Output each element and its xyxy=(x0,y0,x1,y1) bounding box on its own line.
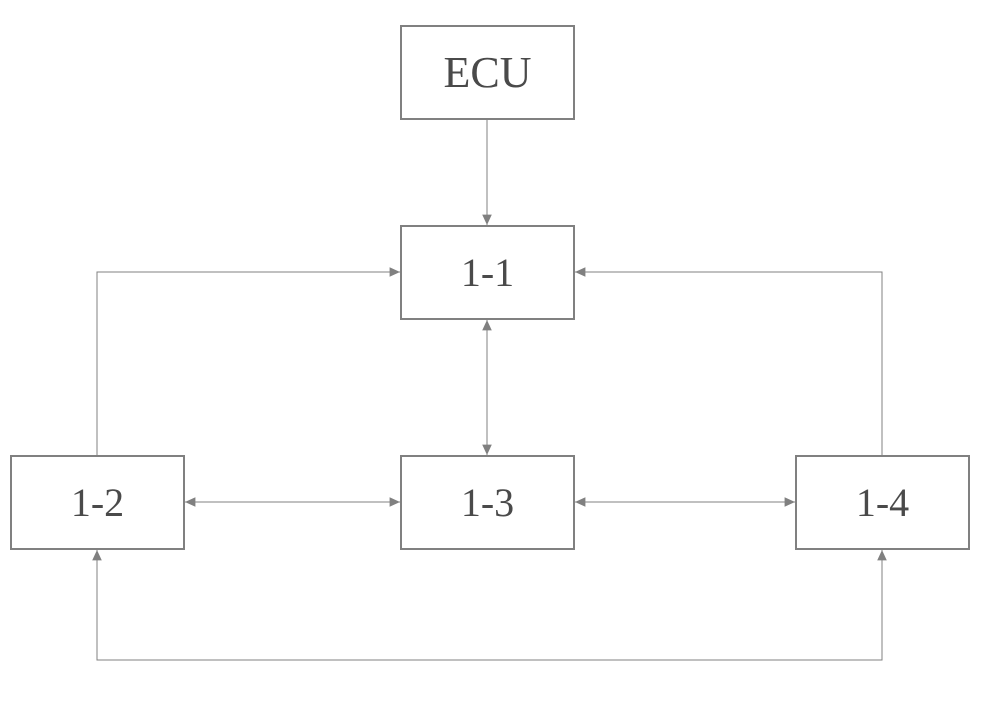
edge-n12-n11 xyxy=(97,272,400,455)
diagram-viewport: ECU 1-1 1-2 1-3 1-4 xyxy=(0,0,1000,727)
node-label: ECU xyxy=(444,47,532,98)
node-n12: 1-2 xyxy=(10,455,185,550)
node-label: 1-1 xyxy=(461,249,514,296)
node-label: 1-4 xyxy=(856,479,909,526)
node-n11: 1-1 xyxy=(400,225,575,320)
node-ecu: ECU xyxy=(400,25,575,120)
node-label: 1-3 xyxy=(461,479,514,526)
node-n13: 1-3 xyxy=(400,455,575,550)
node-label: 1-2 xyxy=(71,479,124,526)
edge-n12-n14 xyxy=(97,550,882,660)
edge-n14-n11 xyxy=(575,272,882,455)
node-n14: 1-4 xyxy=(795,455,970,550)
